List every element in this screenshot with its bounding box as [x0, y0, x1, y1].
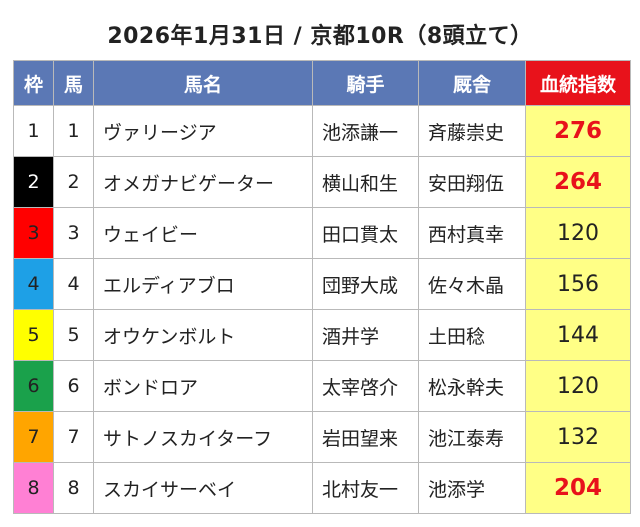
trainer-cell: 斉藤崇史 — [418, 105, 526, 157]
waku-cell: 1 — [13, 105, 54, 157]
pedigree-index-cell: 120 — [525, 207, 631, 259]
horse-name-cell: オメガナビゲーター — [93, 156, 313, 208]
jockey-cell: 横山和生 — [312, 156, 419, 208]
waku-cell: 7 — [13, 411, 54, 463]
waku-cell: 5 — [13, 309, 54, 361]
horse-number-cell: 5 — [53, 309, 94, 361]
header-trainer: 厩舎 — [418, 60, 526, 106]
trainer-cell: 安田翔伍 — [418, 156, 526, 208]
pedigree-index-cell: 276 — [525, 105, 631, 157]
trainer-cell: 池添学 — [418, 462, 526, 514]
table-row: 2 2 オメガナビゲーター 横山和生 安田翔伍 264 — [13, 156, 631, 208]
horse-name-cell: オウケンボルト — [93, 309, 313, 361]
table-row: 6 6 ボンドロア 太宰啓介 松永幹夫 120 — [13, 360, 631, 412]
horse-name-cell: ボンドロア — [93, 360, 313, 412]
horse-number-cell: 7 — [53, 411, 94, 463]
horse-name-cell: サトノスカイターフ — [93, 411, 313, 463]
waku-cell: 3 — [13, 207, 54, 259]
waku-cell: 2 — [13, 156, 54, 208]
waku-cell: 8 — [13, 462, 54, 514]
horse-number-cell: 1 — [53, 105, 94, 157]
trainer-cell: 土田稔 — [418, 309, 526, 361]
jockey-cell: 岩田望来 — [312, 411, 419, 463]
jockey-cell: 池添謙一 — [312, 105, 419, 157]
pedigree-index-cell: 204 — [525, 462, 631, 514]
header-pedigree-index: 血統指数 — [525, 60, 631, 106]
trainer-cell: 佐々木晶 — [418, 258, 526, 310]
pedigree-index-cell: 156 — [525, 258, 631, 310]
table-header-row: 枠 馬 馬名 騎手 厩舎 血統指数 — [13, 60, 631, 106]
race-table: 枠 馬 馬名 騎手 厩舎 血統指数 1 1 ヴァリージア 池添謙一 斉藤崇史 276 2 2 オ… — [13, 60, 631, 514]
horse-name-cell: ウェイビー — [93, 207, 313, 259]
pedigree-index-cell: 144 — [525, 309, 631, 361]
table-row: 8 8 スカイサーベイ 北村友一 池添学 204 — [13, 462, 631, 514]
horse-number-cell: 6 — [53, 360, 94, 412]
waku-cell: 4 — [13, 258, 54, 310]
trainer-cell: 松永幹夫 — [418, 360, 526, 412]
horse-number-cell: 4 — [53, 258, 94, 310]
jockey-cell: 北村友一 — [312, 462, 419, 514]
jockey-cell: 太宰啓介 — [312, 360, 419, 412]
horse-number-cell: 8 — [53, 462, 94, 514]
header-horse-number: 馬 — [53, 60, 94, 106]
table-row: 4 4 エルディアブロ 団野大成 佐々木晶 156 — [13, 258, 631, 310]
trainer-cell: 池江泰寿 — [418, 411, 526, 463]
waku-cell: 6 — [13, 360, 54, 412]
jockey-cell: 田口貫太 — [312, 207, 419, 259]
header-jockey: 騎手 — [312, 60, 419, 106]
page-title: 2026年1月31日 / 京都10R（8頭立て） — [107, 24, 533, 49]
horse-name-cell: ヴァリージア — [93, 105, 313, 157]
pedigree-index-cell: 120 — [525, 360, 631, 412]
horse-number-cell: 2 — [53, 156, 94, 208]
table-row: 3 3 ウェイビー 田口貫太 西村真幸 120 — [13, 207, 631, 259]
table-row: 7 7 サトノスカイターフ 岩田望来 池江泰寿 132 — [13, 411, 631, 463]
trainer-cell: 西村真幸 — [418, 207, 526, 259]
jockey-cell: 団野大成 — [312, 258, 419, 310]
header-horse-name: 馬名 — [93, 60, 313, 106]
pedigree-index-cell: 132 — [525, 411, 631, 463]
horse-name-cell: エルディアブロ — [93, 258, 313, 310]
horse-number-cell: 3 — [53, 207, 94, 259]
table-row: 5 5 オウケンボルト 酒井学 土田稔 144 — [13, 309, 631, 361]
header-waku: 枠 — [13, 60, 54, 106]
pedigree-index-cell: 264 — [525, 156, 631, 208]
table-row: 1 1 ヴァリージア 池添謙一 斉藤崇史 276 — [13, 105, 631, 157]
horse-name-cell: スカイサーベイ — [93, 462, 313, 514]
jockey-cell: 酒井学 — [312, 309, 419, 361]
